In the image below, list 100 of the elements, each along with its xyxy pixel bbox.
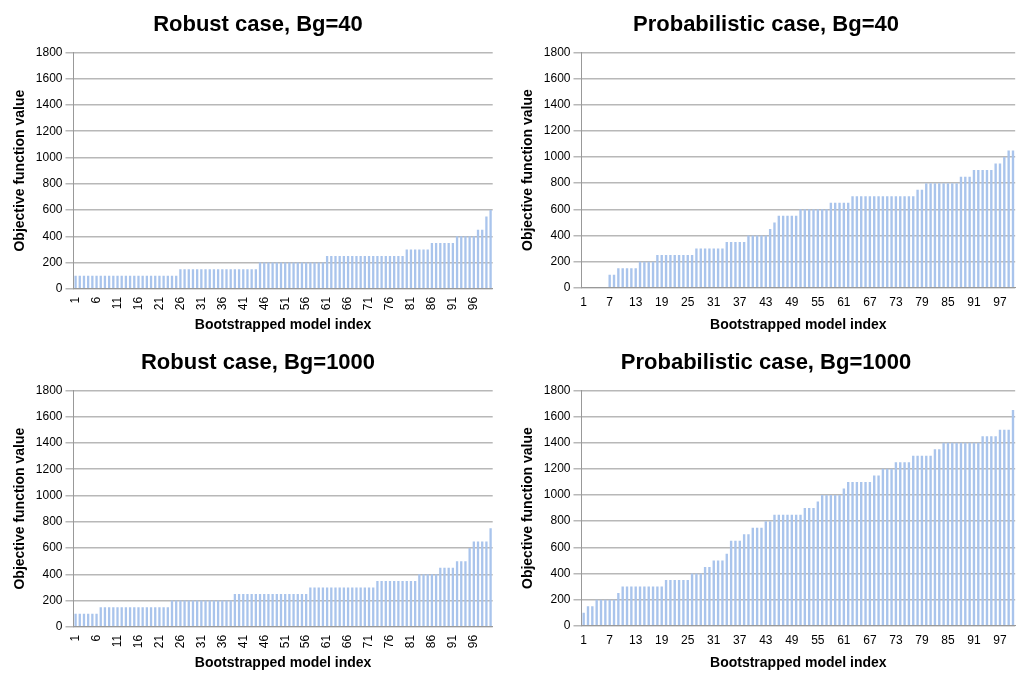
x-tick-label: 21 [151,296,166,311]
bar [355,256,358,289]
x-tick-label: 1 [580,633,588,648]
bar [838,202,841,288]
bar [355,587,358,627]
bar [397,580,400,627]
y-tick-label: 1800 [543,44,571,59]
bar [1007,150,1010,288]
y-tick-label: 1200 [543,461,571,476]
bar [292,262,295,289]
bar [942,442,945,626]
y-tick-label: 800 [550,175,571,190]
bar [708,248,711,288]
y-tick-label: 1200 [35,461,63,476]
bar [183,269,186,289]
bar [91,275,94,289]
y-tick-label: 0 [55,281,63,296]
bar [313,262,316,289]
bar [380,580,383,627]
bar [747,534,750,626]
bar [760,235,763,288]
bar [443,567,446,627]
x-tick-label: 51 [277,296,292,311]
x-tick-label: 11 [109,296,124,310]
bar [464,236,467,289]
bar [990,436,993,626]
y-tick-label: 200 [550,253,571,268]
bar [204,600,207,627]
y-tick-label: 1400 [35,435,63,450]
y-tick-label: 0 [55,619,63,634]
bar [137,607,140,627]
bar [74,613,77,627]
bar [656,255,659,288]
bar [799,209,802,288]
y-tick-label: 1800 [543,382,571,397]
x-tick-label: 91 [445,296,460,311]
bar [246,594,249,627]
x-axis-title: Bootstrapped model index [710,316,887,333]
bar [401,580,404,627]
bar [91,613,94,627]
x-tick-label: 7 [606,633,614,648]
x-tick-label: 1 [67,634,82,642]
bar [401,256,404,289]
bar [929,183,932,288]
bar [864,196,867,288]
y-tick-label: 1600 [543,408,571,423]
bar [617,593,620,626]
chart-title: Robust case, Bg=40 [153,11,363,37]
x-tick-label: 19 [655,295,669,310]
bar [422,574,425,627]
x-tick-label: 73 [889,295,903,310]
bar [179,600,182,627]
bar [981,170,984,288]
bar [981,436,984,626]
x-tick-label: 36 [214,634,229,649]
bar [246,269,249,289]
y-tick-label: 1000 [35,149,63,164]
bar [630,586,633,626]
y-tick-label: 1000 [543,149,571,164]
bar [225,600,228,627]
bar [643,586,646,626]
x-tick-label: 19 [655,633,669,648]
x-tick-label: 13 [629,633,643,648]
y-tick-label: 400 [550,227,571,242]
chart-title: Probabilistic case, Bg=40 [633,11,899,37]
x-axis-title: Bootstrapped model index [710,654,887,671]
bar [204,269,207,289]
bar [890,196,893,288]
bar [825,495,828,626]
y-tick-label: 400 [550,565,571,580]
x-tick-label: 7 [606,295,614,310]
x-tick-label: 56 [298,296,313,311]
x-tick-label: 13 [629,295,643,310]
bar [968,176,971,288]
x-tick-label: 55 [811,295,825,310]
x-tick-label: 85 [941,633,955,648]
x-axis-title: Bootstrapped model index [194,654,372,671]
bar [916,189,919,288]
x-tick-label: 91 [445,634,460,649]
bar [721,560,724,626]
x-tick-label: 1 [580,295,588,310]
bar [851,481,854,626]
x-tick-label: 49 [785,633,799,648]
bar [643,261,646,288]
chart-title: Probabilistic case, Bg=1000 [620,349,912,375]
bar [1007,429,1010,626]
bar [74,275,77,289]
x-tick-label: 61 [319,296,334,311]
bar [929,455,932,626]
y-tick-label: 200 [550,591,571,606]
x-tick-label: 31 [193,296,208,311]
bar [916,455,919,626]
bar [200,269,203,289]
x-tick-label: 25 [681,295,695,310]
bar [334,587,337,627]
bar [608,274,611,288]
x-tick-label: 85 [941,295,955,310]
x-tick-label: 97 [993,633,1007,648]
y-tick-label: 1800 [35,44,63,59]
x-tick-label: 97 [993,295,1007,310]
